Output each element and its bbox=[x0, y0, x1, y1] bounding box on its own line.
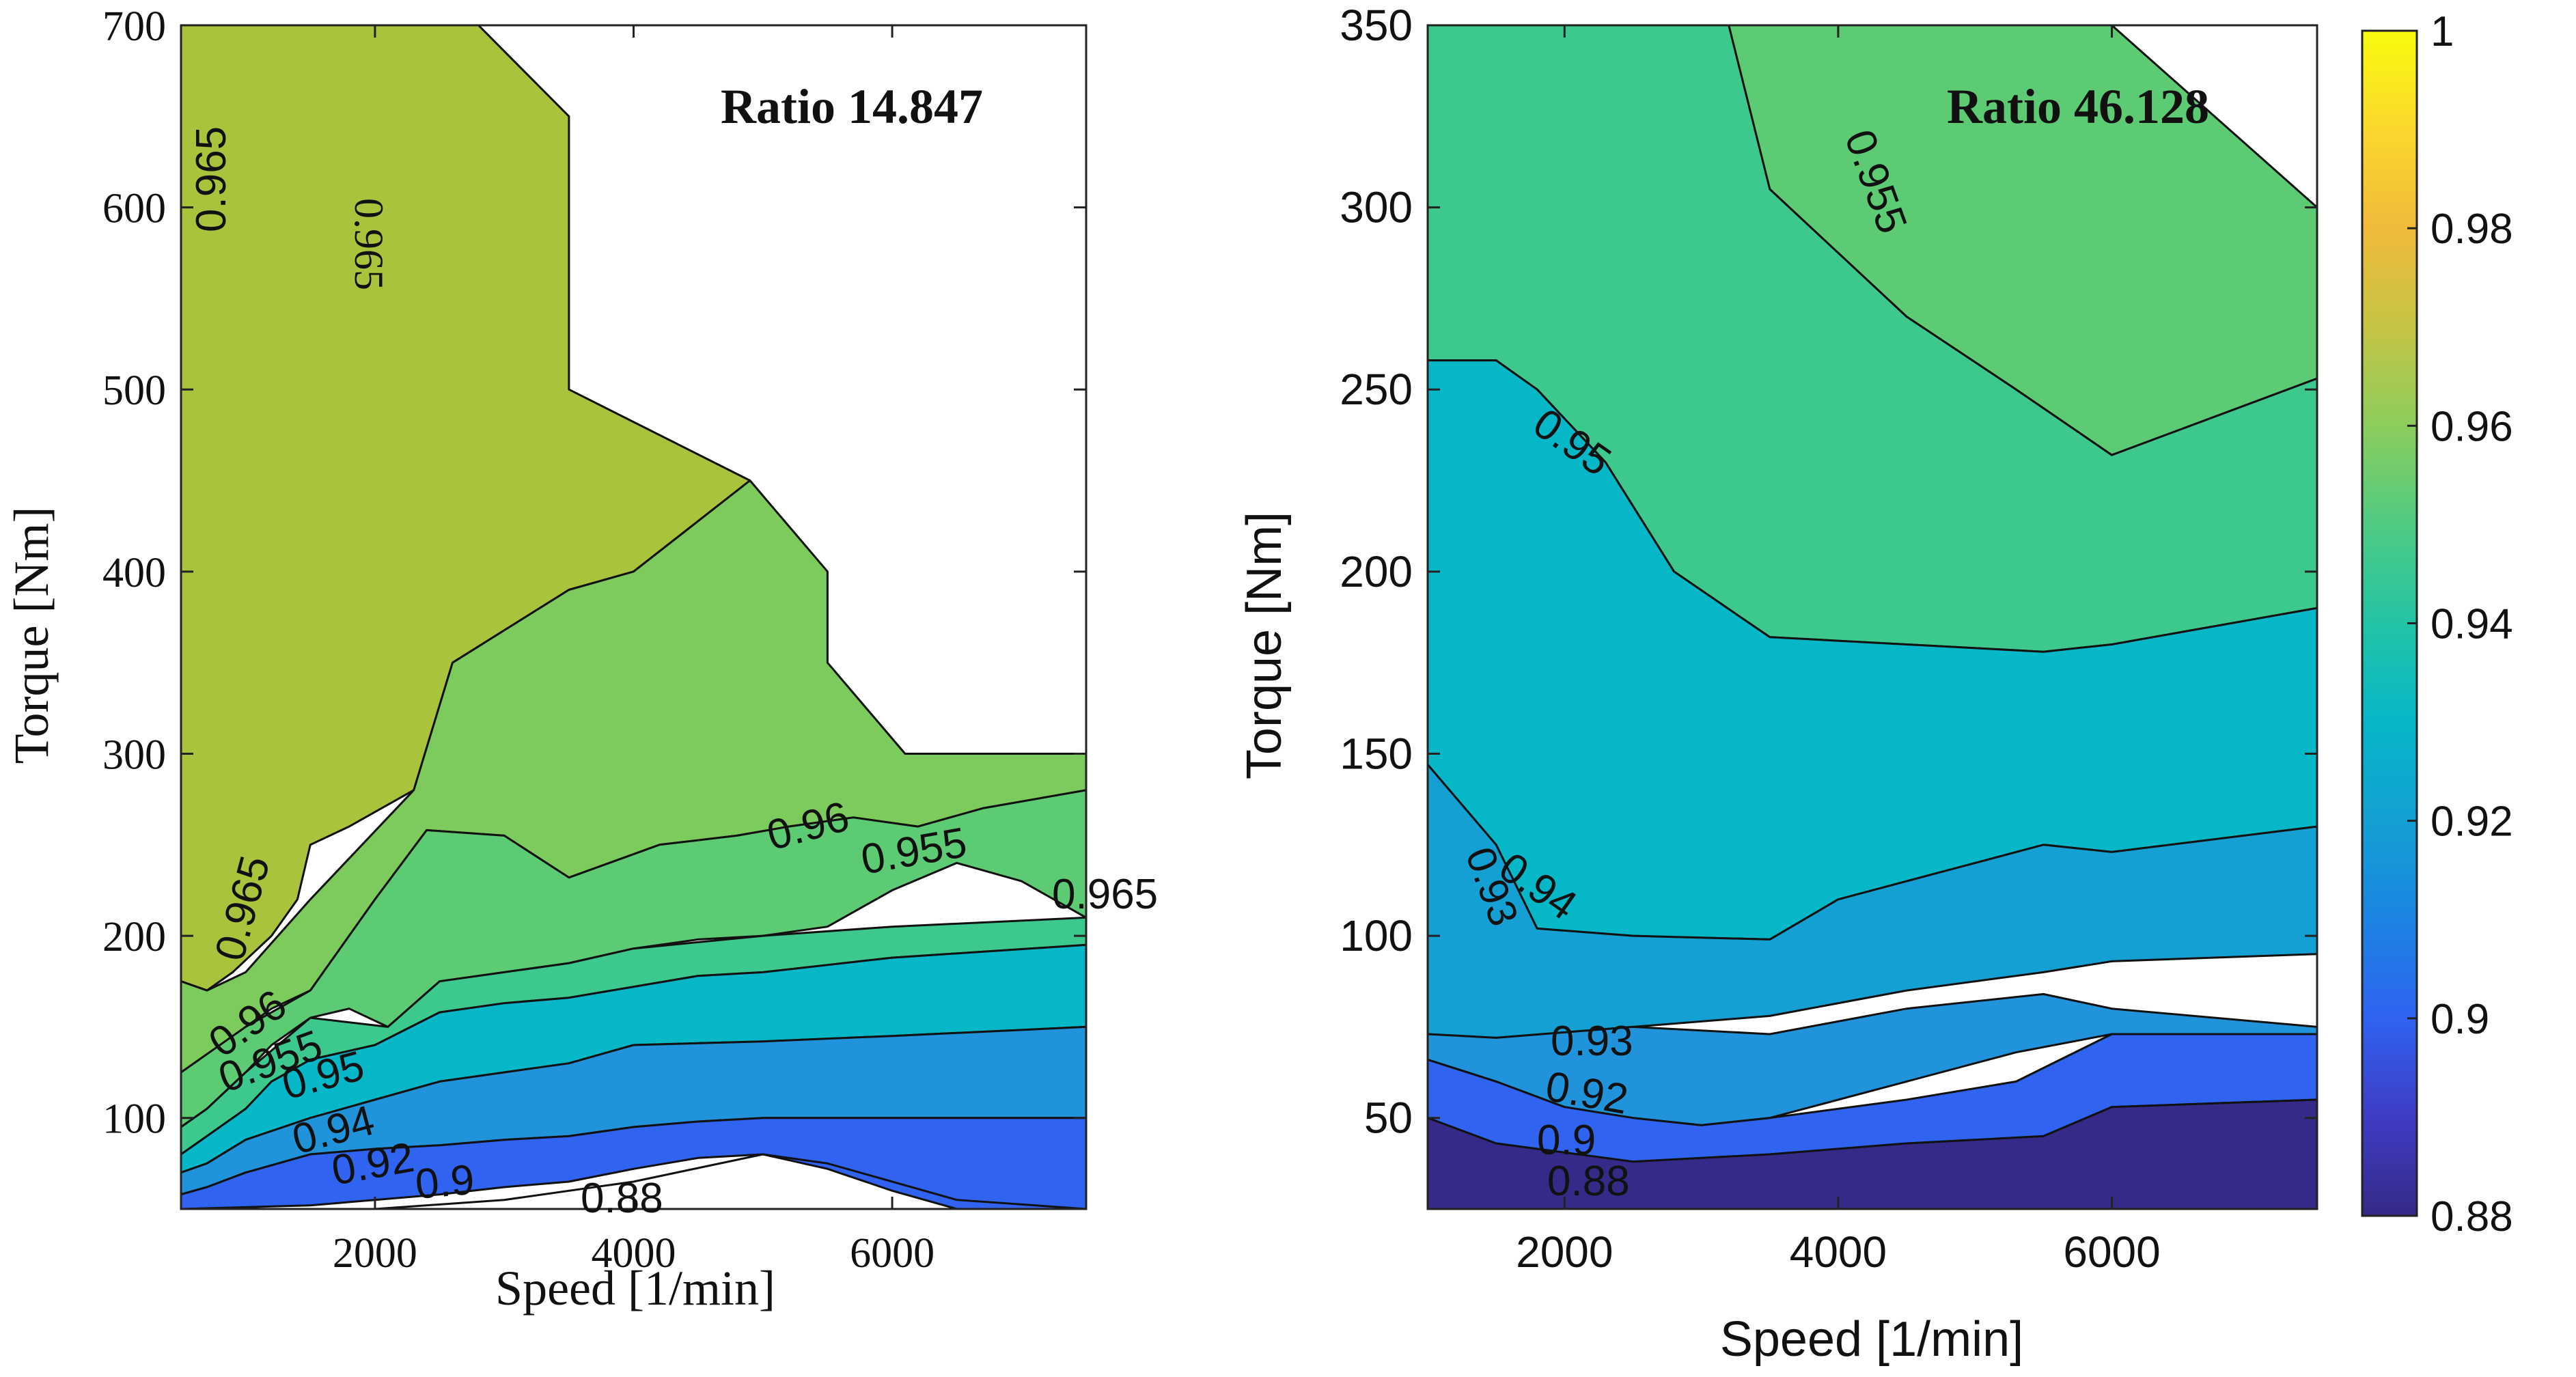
left-y-tick-label: 200 bbox=[102, 914, 166, 960]
left-y-tick-label: 500 bbox=[102, 367, 166, 414]
right-contour-label: 0.88 bbox=[1547, 1158, 1630, 1205]
right-plot-frame bbox=[1426, 24, 2318, 1210]
left-y-tick-label: 100 bbox=[102, 1096, 166, 1143]
right-y-tick-label: 100 bbox=[1340, 911, 1413, 960]
left-contour-label: 0.965 bbox=[346, 198, 391, 290]
colorbar-tick-label: 0.9 bbox=[2430, 996, 2489, 1043]
right-y-tick-label: 150 bbox=[1340, 729, 1413, 778]
left-x-tick-label: 6000 bbox=[850, 1230, 934, 1277]
left-contour-label: 0.965 bbox=[1052, 871, 1158, 918]
left-contour-plot: 2000 4000 6000 100 200 300 400 500 600 700 Ratio… bbox=[4, 3, 1158, 1316]
right-x-axis-label: Speed [1/min] bbox=[1720, 1312, 2023, 1367]
right-contour-regions bbox=[1428, 25, 2317, 1209]
left-contour-label: 0.88 bbox=[581, 1175, 663, 1222]
left-y-tick-label: 300 bbox=[102, 732, 166, 778]
colorbar-tick-label: 0.88 bbox=[2430, 1193, 2513, 1240]
colorbar-tick-label: 1 bbox=[2430, 8, 2454, 55]
colorbar-ticks: 0.88 0.9 0.92 0.94 0.96 0.98 1 bbox=[2407, 8, 2513, 1240]
left-x-axis-label: Speed [1/min] bbox=[495, 1261, 775, 1316]
right-y-tick-label: 50 bbox=[1364, 1094, 1413, 1143]
colorbar-tick-label: 0.92 bbox=[2430, 798, 2513, 846]
right-y-tick-label: 350 bbox=[1340, 1, 1413, 50]
left-x-tick-label: 4000 bbox=[592, 1230, 676, 1277]
right-contour-label: 0.93 bbox=[1551, 1018, 1633, 1065]
left-contour-region bbox=[181, 789, 1086, 1128]
colorbar-tick-label: 0.96 bbox=[2430, 403, 2513, 450]
right-y-axis-label: Torque [Nm] bbox=[1237, 512, 1292, 779]
right-contour-plot: 2000 4000 6000 50 100 150 200 250 300 350 Ratio … bbox=[1237, 1, 2318, 1367]
right-y-tick-label: 300 bbox=[1340, 183, 1413, 232]
left-plot-title: Ratio 14.847 bbox=[721, 79, 983, 134]
left-y-tick-label: 400 bbox=[102, 550, 166, 596]
right-contour-label: 0.9 bbox=[1537, 1117, 1596, 1164]
left-y-tick-label: 700 bbox=[102, 3, 166, 50]
left-contour-region bbox=[181, 1117, 1086, 1209]
right-x-tick-label: 4000 bbox=[1790, 1227, 1887, 1277]
left-y-tick-label: 600 bbox=[102, 186, 166, 232]
left-y-axis-label: Torque [Nm] bbox=[4, 507, 59, 764]
right-y-tick-label: 250 bbox=[1340, 365, 1413, 414]
right-y-ticks: 50 100 150 200 250 300 350 bbox=[1340, 1, 2317, 1143]
left-x-tick-label: 2000 bbox=[333, 1230, 417, 1277]
right-contour-region bbox=[1428, 1098, 2317, 1209]
right-x-tick-label: 6000 bbox=[2063, 1227, 2160, 1277]
right-plot-title: Ratio 46.128 bbox=[1947, 79, 2209, 134]
right-y-tick-label: 200 bbox=[1340, 547, 1413, 596]
colorbar-tick-label: 0.94 bbox=[2430, 601, 2513, 648]
colorbar-tick-label: 0.98 bbox=[2430, 206, 2513, 253]
left-contour-label: 0.9 bbox=[413, 1156, 476, 1208]
right-x-ticks: 2000 4000 6000 bbox=[1516, 25, 2161, 1277]
colorbar: 0.88 0.9 0.92 0.94 0.96 0.98 1 bbox=[2361, 8, 2513, 1240]
left-contour-regions bbox=[181, 25, 1086, 1209]
left-contour-line bbox=[374, 1153, 1086, 1209]
right-x-tick-label: 2000 bbox=[1516, 1227, 1613, 1277]
left-contour-label: 0.965 bbox=[188, 126, 235, 232]
left-x-ticks: 2000 4000 6000 bbox=[333, 25, 934, 1277]
left-y-ticks: 100 200 300 400 500 600 700 bbox=[102, 3, 1086, 1143]
